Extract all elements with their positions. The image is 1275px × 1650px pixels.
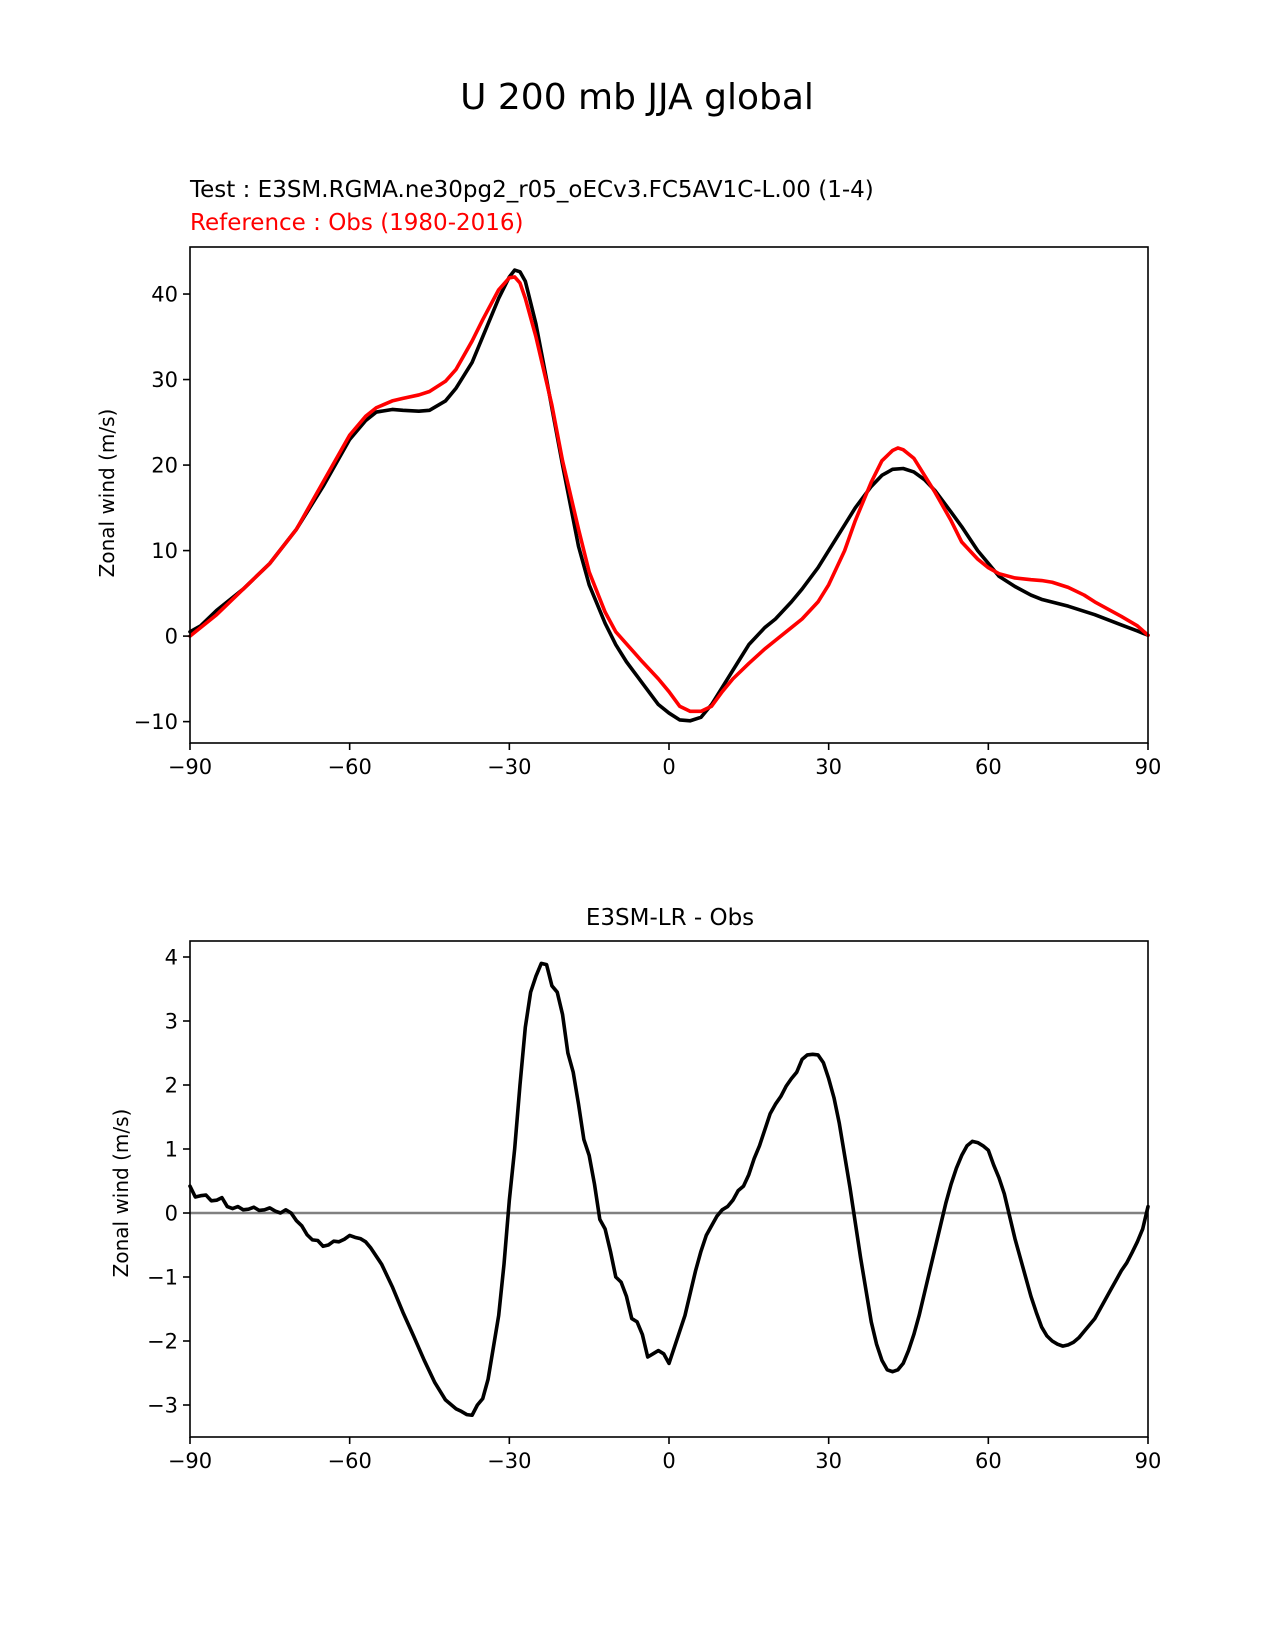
top-y-tick-label: 10: [151, 539, 178, 563]
top-x-tick-label: −30: [487, 755, 531, 779]
bottom-x-tick-label: 30: [815, 1449, 842, 1473]
bottom-x-tick-label: −30: [487, 1449, 531, 1473]
top-y-tick-label: 0: [165, 625, 178, 649]
top-y-tick-label: 20: [151, 454, 178, 478]
bottom-y-tick-label: −1: [147, 1266, 178, 1290]
panel-bottom-title: E3SM-LR - Obs: [586, 905, 754, 931]
panel-bottom-y-axis-label: Zonal wind (m/s): [109, 1109, 133, 1278]
bottom-y-tick-label: −3: [147, 1394, 178, 1418]
bottom-y-tick-label: 3: [165, 1010, 178, 1034]
top-x-tick-label: −90: [168, 755, 212, 779]
bottom-x-tick-label: −90: [168, 1449, 212, 1473]
bottom-y-tick-label: 4: [165, 946, 178, 970]
bottom-x-tick-label: 60: [975, 1449, 1002, 1473]
top-y-tick-label: 30: [151, 368, 178, 392]
top-x-tick-label: 90: [1135, 755, 1162, 779]
top-x-tick-label: 30: [815, 755, 842, 779]
top-y-tick-label: −10: [134, 710, 178, 734]
top-x-tick-label: −60: [328, 755, 372, 779]
reference-case-label: Reference : Obs (1980-2016): [190, 210, 524, 236]
bottom-x-tick-label: 0: [662, 1449, 675, 1473]
bottom-series-0-line: [188, 961, 1150, 1418]
bottom-y-tick-label: 1: [165, 1138, 178, 1162]
top-x-tick-label: 60: [975, 755, 1002, 779]
top-y-tick-label: 40: [151, 283, 178, 307]
panel-top-mean-wind: −90 −60 −30 0 30 60 90 −10 0 10 20 30 40: [134, 246, 1162, 779]
test-case-label: Test : E3SM.RGMA.ne30pg2_r05_oECv3.FC5AV…: [189, 177, 874, 203]
figure-suptitle: U 200 mb JJA global: [460, 77, 814, 118]
top-x-tick-label: 0: [662, 755, 675, 779]
bottom-y-tick-label: 0: [165, 1202, 178, 1226]
bottom-x-tick-label: 90: [1135, 1449, 1162, 1473]
bottom-y-tick-label: 2: [165, 1074, 178, 1098]
bottom-y-tick-label: −2: [147, 1330, 178, 1354]
top-reference-line: [188, 275, 1150, 714]
top-test-line: [188, 268, 1150, 723]
top-plot-frame: [189, 246, 1149, 744]
panel-top-y-axis-label: Zonal wind (m/s): [95, 409, 119, 578]
panel-bottom-difference: −90 −60 −30 0 30 60 90 −3 −2 −1 0 1 2 3 4: [147, 940, 1162, 1473]
bottom-x-tick-label: −60: [328, 1449, 372, 1473]
